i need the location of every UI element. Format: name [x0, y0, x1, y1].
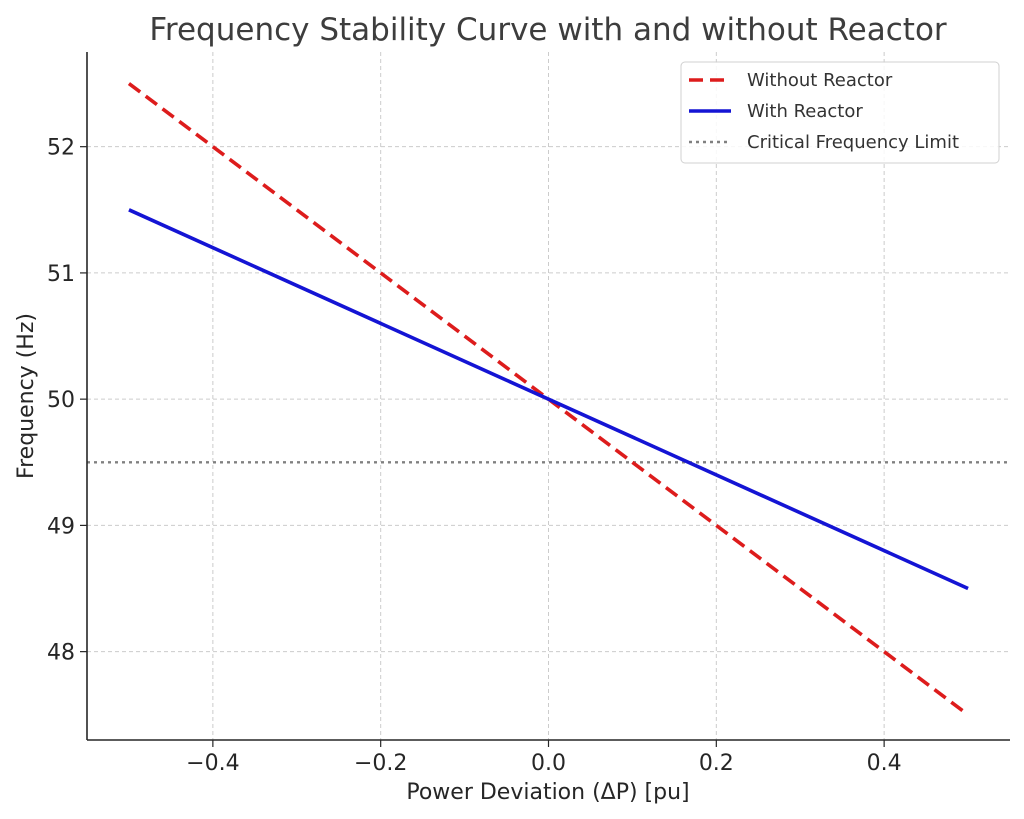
x-tick-label: −0.2	[354, 751, 407, 776]
y-tick-label: 50	[47, 388, 75, 413]
legend-label: Critical Frequency Limit	[747, 132, 959, 153]
x-tick-label: −0.4	[186, 751, 239, 776]
legend-label: With Reactor	[747, 101, 863, 122]
tick-marks: −0.4 −0.2 0.0 0.2 0.4 48 49 50 51 52	[47, 136, 902, 776]
y-tick-label: 51	[47, 262, 75, 287]
series-lines	[127, 82, 970, 717]
legend-box	[680, 61, 1000, 164]
y-tick-label: 52	[47, 136, 75, 161]
series-with-reactor-line	[128, 208, 969, 591]
x-tick-label: 0.4	[867, 751, 902, 776]
legend: Without Reactor With Reactor Critical Freq…	[680, 61, 1000, 164]
x-tick-label: 0.2	[699, 751, 734, 776]
grid	[87, 52, 1010, 740]
y-axis-label: Frequency (Hz)	[14, 313, 39, 479]
y-tick-label: 49	[47, 514, 75, 539]
x-tick-label: 0.0	[531, 751, 566, 776]
x-axis-label: Power Deviation (ΔP) [pu]	[406, 780, 689, 805]
y-tick-label: 48	[47, 641, 75, 666]
chart-title: Frequency Stability Curve with and witho…	[149, 12, 947, 48]
legend-label: Without Reactor	[747, 70, 893, 91]
series-without-reactor-line	[127, 82, 970, 717]
